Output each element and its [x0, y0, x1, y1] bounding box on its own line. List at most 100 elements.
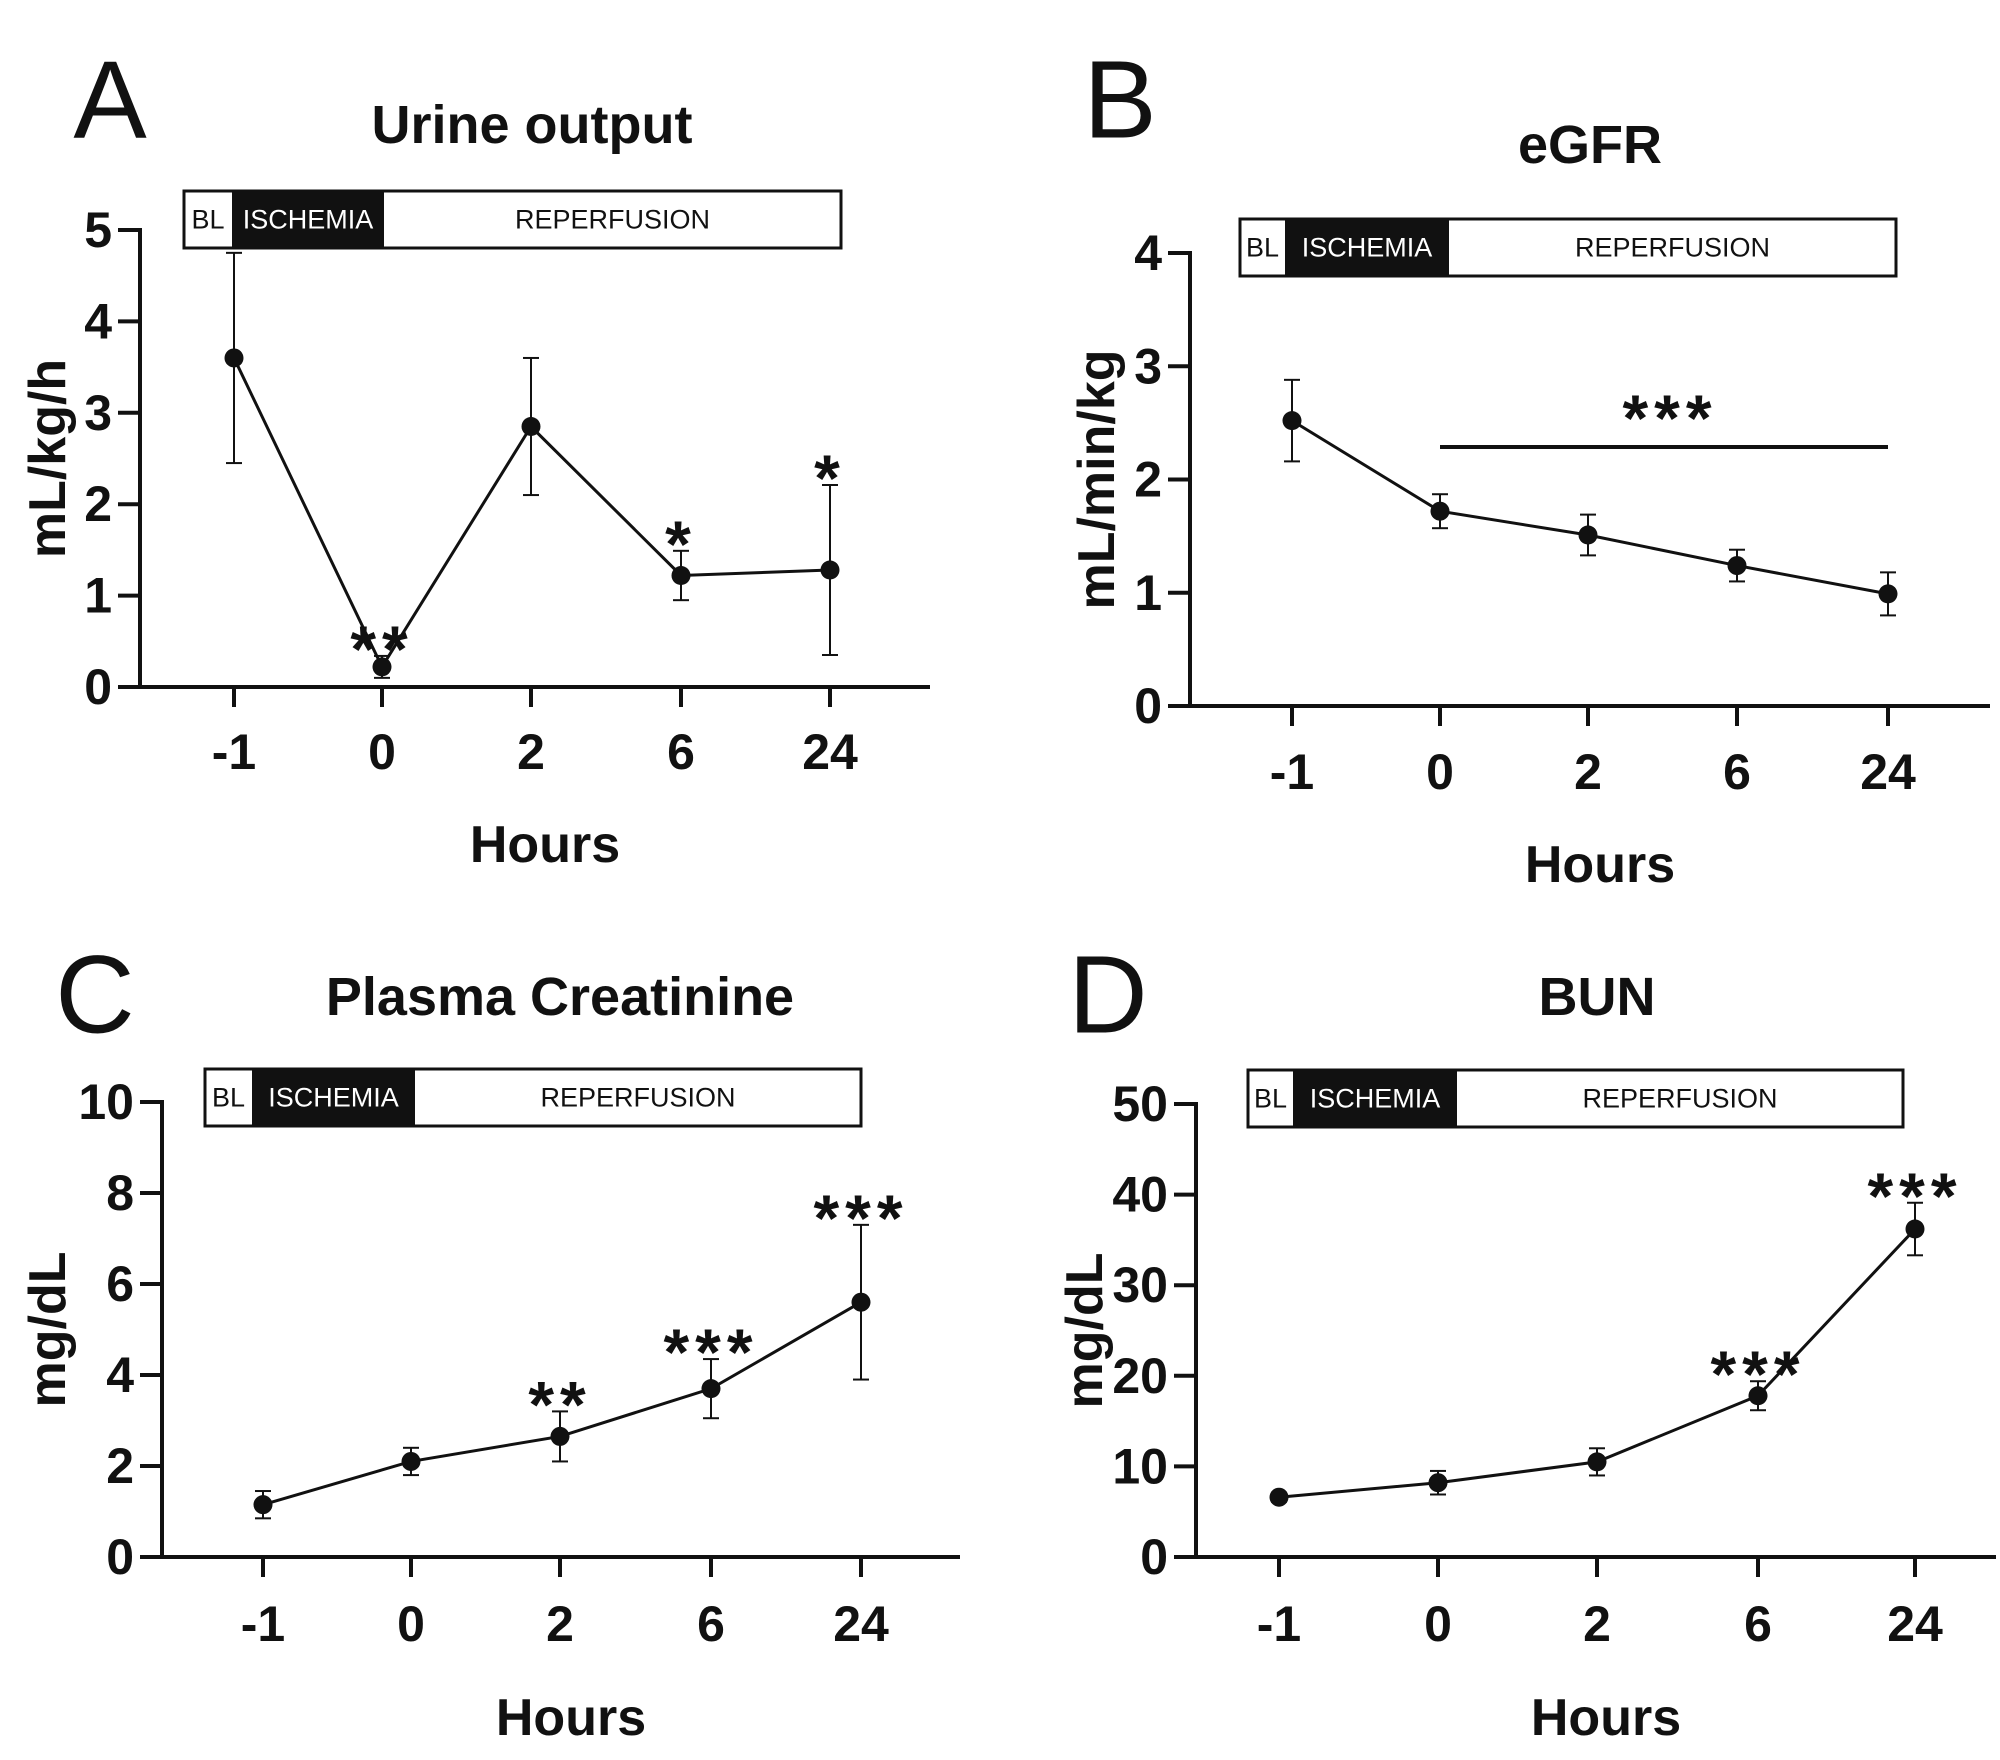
phase-label-bl: BL	[1246, 233, 1279, 263]
data-point	[1905, 1219, 1925, 1239]
x-axis-label: Hours	[1531, 1689, 1681, 1747]
phase-bar: BL ISCHEMIA REPERFUSION	[182, 189, 843, 250]
y-tick-label: 50	[1112, 1076, 1168, 1132]
y-tick-label: 20	[1112, 1348, 1168, 1404]
y-tick-label: 10	[1112, 1438, 1168, 1494]
significance-marker: ***	[663, 1315, 758, 1389]
y-tick-label: 1	[1134, 565, 1162, 621]
panel-letter: D	[1068, 934, 1147, 1057]
data-point	[1878, 584, 1898, 604]
y-tick-label: 0	[106, 1529, 134, 1585]
panel-letter: C	[55, 934, 134, 1057]
ischemia-band	[1285, 219, 1449, 276]
x-tick-label: 2	[546, 1596, 574, 1652]
phase-bar: BL ISCHEMIA REPERFUSION	[1246, 1068, 1905, 1129]
data-point	[1587, 1452, 1607, 1472]
x-tick-label: 24	[833, 1596, 889, 1652]
ischemia-band	[232, 191, 384, 248]
x-tick-label: -1	[1270, 744, 1314, 800]
phase-bar-frame	[182, 189, 843, 250]
panel-d: D BUN BL ISCHEMIA REPERFUSION 0 10 20 30 40 50 -1 0 2…	[1056, 934, 1996, 1747]
y-tick-label: 0	[84, 659, 112, 715]
y-tick-label: 0	[1134, 678, 1162, 734]
ischemia-band	[1293, 1070, 1457, 1127]
phase-label-ischemia: ISCHEMIA	[1310, 1084, 1441, 1114]
phase-bar: BL ISCHEMIA REPERFUSION	[1238, 217, 1898, 278]
x-tick-label: -1	[241, 1596, 285, 1652]
data-point	[1748, 1386, 1768, 1406]
phase-label-reperfusion: REPERFUSION	[540, 1083, 735, 1113]
data-point	[851, 1292, 871, 1312]
phase-label-ischemia: ISCHEMIA	[1302, 233, 1433, 263]
significance-marker: ***	[1622, 381, 1717, 455]
significance-marker: ***	[1867, 1159, 1962, 1233]
y-tick-label: 2	[1134, 452, 1162, 508]
y-tick-label: 5	[84, 202, 112, 258]
panel-letter: A	[73, 39, 147, 162]
phase-label-bl: BL	[212, 1083, 245, 1113]
data-point	[401, 1451, 421, 1471]
data-point	[1282, 411, 1302, 431]
phase-label-ischemia: ISCHEMIA	[268, 1083, 399, 1113]
x-tick-label: 2	[1574, 744, 1602, 800]
significance-marker: ***	[1710, 1337, 1805, 1411]
x-tick-label: -1	[212, 724, 256, 780]
x-axis-label: Hours	[470, 816, 620, 874]
x-tick-label: 6	[1723, 744, 1751, 800]
y-tick-label: 4	[84, 293, 112, 349]
x-axis-label: Hours	[1525, 836, 1675, 894]
x-tick-label: 0	[1426, 744, 1454, 800]
data-point	[253, 1495, 273, 1515]
y-axis-label: mg/dL	[19, 1252, 77, 1408]
data-point	[1578, 525, 1598, 545]
x-tick-label: 2	[1583, 1596, 1611, 1652]
x-tick-label: -1	[1257, 1596, 1301, 1652]
y-tick-label: 3	[84, 385, 112, 441]
data-point	[1269, 1487, 1289, 1507]
significance-marker: ***	[813, 1181, 908, 1255]
phase-label-reperfusion: REPERFUSION	[1582, 1084, 1777, 1114]
panel-c: C Plasma Creatinine BL ISCHEMIA REPERFUSION 0…	[19, 934, 960, 1747]
data-point	[521, 417, 541, 437]
x-tick-label: 6	[1744, 1596, 1772, 1652]
phase-bar-frame	[203, 1067, 863, 1128]
significance-marker: *	[665, 507, 697, 581]
data-point	[1428, 1473, 1448, 1493]
y-tick-label: 6	[106, 1256, 134, 1312]
significance-marker: *	[814, 441, 846, 515]
x-tick-label: 6	[697, 1596, 725, 1652]
y-axis-label: mg/dL	[1056, 1253, 1114, 1409]
data-point	[372, 657, 392, 677]
significance-marker: **	[350, 612, 413, 686]
data-point	[550, 1426, 570, 1446]
x-tick-label: 0	[397, 1596, 425, 1652]
chart-title: eGFR	[1518, 115, 1662, 175]
panel-a: A Urine output BL ISCHEMIA REPERFUSION 0 1 2 3 4 5…	[19, 39, 930, 874]
data-point	[701, 1379, 721, 1399]
y-tick-label: 30	[1112, 1257, 1168, 1313]
data-point	[1727, 556, 1747, 576]
phase-label-bl: BL	[1254, 1084, 1287, 1114]
x-tick-label: 24	[1887, 1596, 1943, 1652]
y-tick-label: 8	[106, 1165, 134, 1221]
y-tick-label: 1	[84, 568, 112, 624]
y-tick-label: 2	[106, 1438, 134, 1494]
chart-title: Urine output	[372, 95, 693, 155]
data-point	[671, 565, 691, 585]
chart-title: Plasma Creatinine	[326, 967, 794, 1027]
y-axis-label: mL/min/kg	[1068, 349, 1126, 609]
y-tick-label: 2	[84, 476, 112, 532]
data-point	[820, 560, 840, 580]
chart-title: BUN	[1539, 967, 1656, 1027]
x-tick-label: 2	[517, 724, 545, 780]
y-axis-label: mL/kg/h	[19, 359, 77, 558]
ischemia-band	[252, 1069, 415, 1126]
significance-marker: **	[528, 1367, 591, 1441]
phase-label-bl: BL	[191, 205, 224, 235]
data-point	[1430, 501, 1450, 521]
phase-bar-frame	[1238, 217, 1898, 278]
x-tick-label: 0	[368, 724, 396, 780]
y-tick-label: 4	[1134, 225, 1162, 281]
